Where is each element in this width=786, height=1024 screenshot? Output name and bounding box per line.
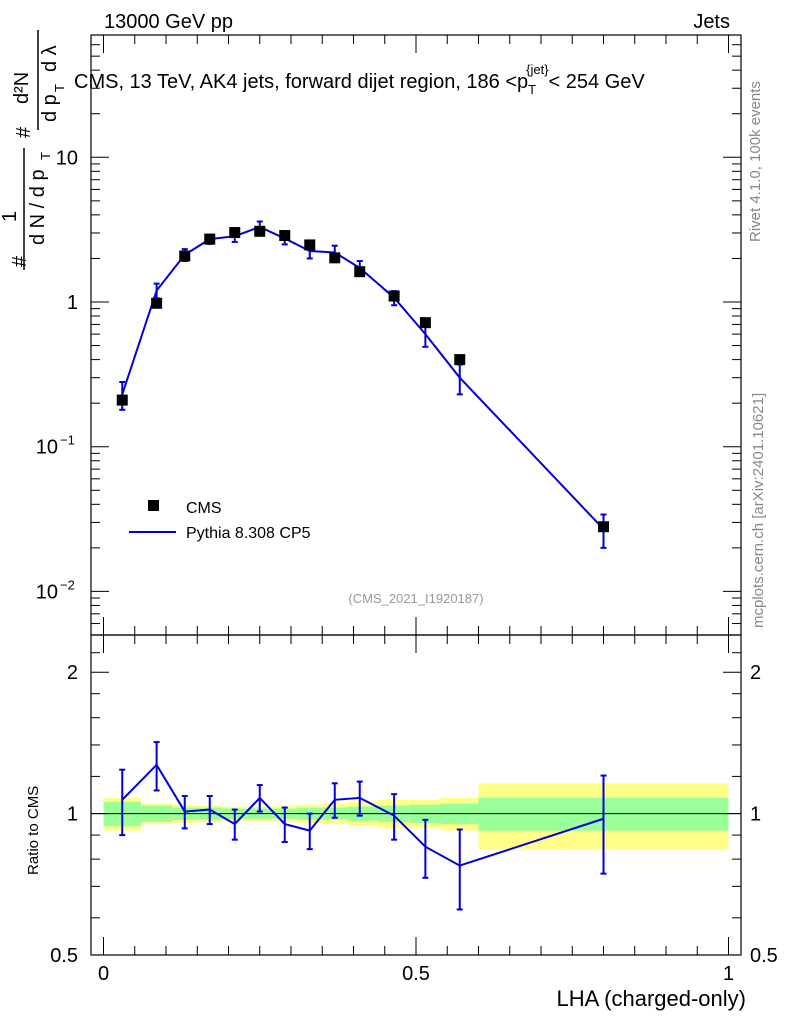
cms-data-point (254, 225, 266, 237)
ylabel-dpT: d p (39, 94, 61, 122)
analysis-watermark: (CMS_2021_I1920187) (348, 591, 483, 606)
title-suffix: < 254 GeV (549, 71, 646, 93)
y-tick-label-main: 1 (67, 292, 78, 314)
y-tick-label-ratio: 1 (67, 804, 78, 826)
ratio-mc-line (121, 763, 604, 867)
y-tick-label-main: 10 (56, 147, 78, 169)
main-plot-frame (90, 34, 742, 636)
cms-data-point (179, 250, 191, 262)
legend: CMS Pythia 8.308 CP5 (129, 500, 311, 542)
ylabel-d2N: d²N (11, 72, 33, 104)
ylabel-T2: T (52, 84, 67, 92)
ylabel-dlambda: d λ (39, 45, 61, 72)
x-tick-label: 1 (723, 963, 734, 985)
title-prefix: CMS, 13 TeV, AK4 jets, forward dijet reg… (74, 71, 517, 93)
y-tick-label-main: 10 (36, 437, 58, 459)
ylabel-hash-2: # (13, 126, 35, 138)
cms-data-point (229, 227, 241, 239)
y-axis-label-main: # 1 d N / d p T # d²N d p T d λ (0, 30, 67, 270)
cms-data-point (279, 230, 291, 242)
y-tick-label-ratio-right: 1 (750, 804, 761, 826)
mcplots-text: mcplots.cern.ch [arXiv:2401.10621] (750, 393, 767, 628)
title-sup: {jet} (526, 62, 549, 77)
y-tick-label-ratio-right: 2 (750, 662, 761, 684)
header-right: Jets (693, 11, 730, 33)
legend-cms-marker (148, 500, 159, 511)
y-tick-label-ratio: 0.5 (50, 945, 78, 967)
y-tick-label-ratio: 2 (67, 662, 78, 684)
title-p: p (517, 71, 528, 93)
legend-pythia-label: Pythia 8.308 CP5 (186, 525, 311, 542)
ratio-uncertainty-bands (103, 783, 729, 850)
legend-cms-label: CMS (186, 500, 222, 517)
header-left: 13000 GeV pp (104, 11, 233, 33)
cms-data-point (454, 354, 466, 366)
cms-data-point (151, 297, 163, 309)
cms-data-point (419, 317, 431, 329)
ylabel-dN: d N / d p (27, 169, 49, 245)
ylabel-hash-1: # (9, 255, 31, 267)
y-axis-label-ratio: Ratio to CMS (25, 786, 42, 875)
y-tick-label-exp: −1 (60, 433, 75, 448)
cms-data-point (116, 394, 128, 406)
y-tick-label-ratio-right: 0.5 (750, 945, 778, 967)
cms-data-point (598, 521, 609, 533)
x-tick-label: 0 (98, 963, 109, 985)
cms-data-point (329, 252, 341, 264)
plot-title: CMS, 13 TeV, AK4 jets, forward dijet reg… (74, 62, 645, 97)
ylabel-T1: T (38, 152, 53, 160)
cms-data-point (388, 290, 400, 302)
x-axis-label: LHA (charged-only) (556, 986, 746, 1011)
main-series (116, 220, 609, 549)
cms-data-point (354, 266, 366, 278)
rivet-version-text: Rivet 4.1.0, 100k events (747, 81, 764, 242)
title-sub: T (528, 82, 536, 97)
cms-data-point (204, 233, 216, 245)
y-tick-label-exp: −2 (60, 577, 75, 592)
y-tick-label-main: 10 (36, 581, 58, 603)
x-tick-label: 0.5 (402, 963, 430, 985)
cms-data-point (304, 239, 316, 251)
ylabel-one: 1 (0, 211, 21, 222)
ratio-series (91, 741, 741, 911)
